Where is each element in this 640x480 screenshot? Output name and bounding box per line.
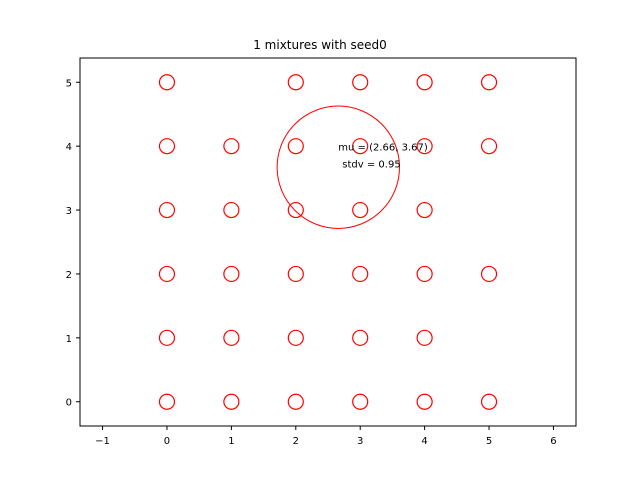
y-tick-label: 5 — [66, 78, 72, 89]
data-point — [287, 393, 304, 410]
x-tick-label: 6 — [550, 436, 556, 447]
data-point — [416, 393, 433, 410]
data-point — [158, 393, 176, 410]
plot-area: mu = (2.66, 3.67) stdv = 0.95 −1 0 1 2 3 4 5 6 0 1 2… — [66, 57, 577, 447]
data-point — [352, 393, 369, 410]
x-tick-label: 2 — [293, 436, 299, 447]
data-point — [416, 201, 433, 219]
mixture-circle — [276, 105, 401, 229]
y-tick-label: 1 — [66, 334, 72, 345]
data-point — [416, 74, 433, 91]
mixture-label-mu: mu = (2.66, 3.67) — [338, 142, 428, 153]
data-point — [416, 265, 433, 283]
data-point — [287, 329, 304, 346]
data-point — [480, 74, 498, 91]
x-tick-label: 4 — [421, 436, 427, 447]
data-point — [416, 329, 433, 346]
data-point — [480, 393, 498, 410]
y-tick-label: 3 — [66, 206, 72, 217]
axes-frame — [79, 57, 577, 427]
data-point — [352, 265, 369, 283]
x-tick-label: 0 — [164, 436, 170, 447]
data-point — [287, 74, 304, 91]
data-point — [158, 74, 176, 91]
x-tick-label: 1 — [228, 436, 234, 447]
data-point — [287, 201, 304, 219]
data-point — [158, 265, 176, 283]
x-tick-label: −1 — [95, 436, 110, 447]
y-tick-label: 2 — [66, 270, 72, 281]
x-tick-label: 3 — [357, 436, 363, 447]
y-tick-label: 0 — [66, 398, 72, 409]
data-point — [352, 74, 369, 91]
data-point — [158, 201, 176, 219]
data-point — [158, 329, 176, 346]
data-point — [352, 329, 369, 346]
data-point — [352, 201, 369, 219]
data-point — [223, 265, 240, 283]
data-point — [287, 265, 304, 283]
mixture-label-stdv: stdv = 0.95 — [342, 159, 400, 170]
y-tick-label: 4 — [66, 142, 72, 153]
chart-title: 1 mixtures with seed0 — [253, 38, 387, 52]
data-point — [223, 201, 240, 219]
data-point — [158, 138, 176, 155]
data-point — [416, 138, 433, 155]
data-point — [352, 138, 369, 155]
data-point — [480, 138, 498, 155]
data-point — [480, 265, 498, 283]
data-point — [287, 138, 304, 155]
data-point — [223, 393, 240, 410]
data-point — [223, 138, 240, 155]
data-point — [223, 329, 240, 346]
x-tick-label: 5 — [486, 436, 492, 447]
